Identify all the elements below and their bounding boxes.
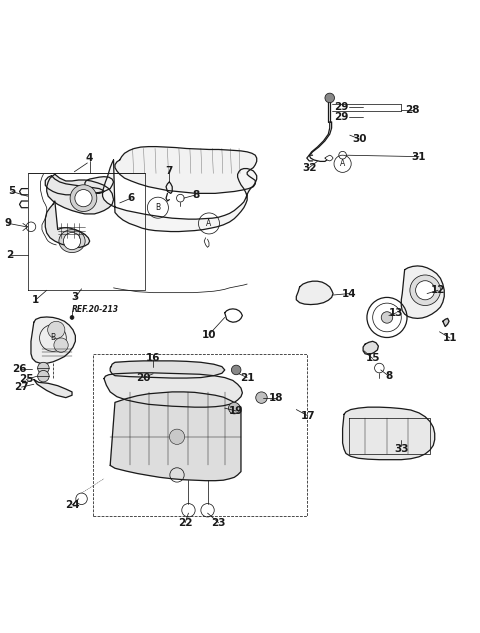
Circle shape (228, 403, 240, 414)
Text: 17: 17 (300, 411, 315, 421)
Circle shape (70, 185, 97, 211)
Polygon shape (363, 341, 378, 354)
Text: 8: 8 (385, 371, 393, 381)
Polygon shape (34, 380, 72, 398)
Text: 11: 11 (443, 333, 457, 343)
Circle shape (256, 392, 267, 403)
Circle shape (410, 275, 441, 306)
Text: 3: 3 (72, 292, 79, 303)
Polygon shape (103, 160, 257, 232)
Polygon shape (45, 176, 114, 195)
Text: 30: 30 (352, 134, 367, 144)
Circle shape (37, 370, 49, 382)
Bar (93, 354, 307, 516)
Circle shape (231, 365, 241, 375)
Text: 8: 8 (192, 190, 200, 200)
Text: 4: 4 (86, 153, 94, 163)
Text: 2: 2 (6, 251, 13, 260)
Text: 22: 22 (178, 518, 192, 528)
Circle shape (169, 429, 185, 444)
Text: A: A (340, 160, 345, 168)
Circle shape (48, 322, 65, 339)
Polygon shape (31, 317, 75, 363)
Text: 25: 25 (19, 375, 34, 384)
Polygon shape (104, 373, 242, 407)
Polygon shape (45, 201, 90, 248)
Text: 29: 29 (334, 103, 348, 113)
Text: 5: 5 (8, 187, 15, 196)
Text: 12: 12 (431, 285, 445, 295)
Text: 32: 32 (302, 163, 316, 173)
Polygon shape (47, 174, 114, 214)
Polygon shape (110, 361, 225, 378)
Polygon shape (401, 266, 444, 318)
Text: 9: 9 (5, 218, 12, 229)
Text: 1: 1 (32, 295, 39, 305)
Text: 20: 20 (136, 373, 151, 382)
Text: 26: 26 (12, 364, 27, 374)
Text: B: B (50, 334, 56, 342)
Text: 15: 15 (365, 353, 380, 363)
Polygon shape (296, 281, 333, 304)
Text: 19: 19 (229, 406, 243, 416)
Text: 14: 14 (341, 289, 356, 299)
Text: 16: 16 (146, 353, 160, 363)
Text: 23: 23 (211, 518, 226, 528)
Text: REF.20-213: REF.20-213 (72, 305, 119, 314)
Circle shape (381, 311, 393, 323)
Text: 6: 6 (128, 193, 135, 203)
Circle shape (63, 232, 81, 249)
Circle shape (75, 189, 92, 207)
Text: 24: 24 (65, 500, 79, 510)
Text: 27: 27 (14, 382, 29, 392)
Circle shape (37, 362, 49, 373)
Circle shape (325, 93, 335, 103)
Text: 13: 13 (389, 308, 404, 318)
Polygon shape (343, 407, 435, 460)
Circle shape (54, 338, 68, 353)
Text: 33: 33 (394, 444, 408, 454)
Text: 29: 29 (334, 112, 348, 122)
Text: 10: 10 (202, 330, 216, 340)
Text: A: A (206, 219, 212, 228)
Text: 18: 18 (268, 392, 283, 403)
Polygon shape (110, 392, 241, 480)
Circle shape (70, 315, 74, 320)
Text: 31: 31 (412, 152, 426, 161)
Polygon shape (443, 318, 449, 327)
Polygon shape (115, 147, 257, 193)
Text: 7: 7 (166, 166, 173, 176)
Circle shape (416, 280, 435, 300)
Ellipse shape (59, 230, 85, 253)
Text: 28: 28 (406, 105, 420, 115)
Text: 21: 21 (240, 373, 254, 382)
Text: B: B (156, 203, 160, 212)
